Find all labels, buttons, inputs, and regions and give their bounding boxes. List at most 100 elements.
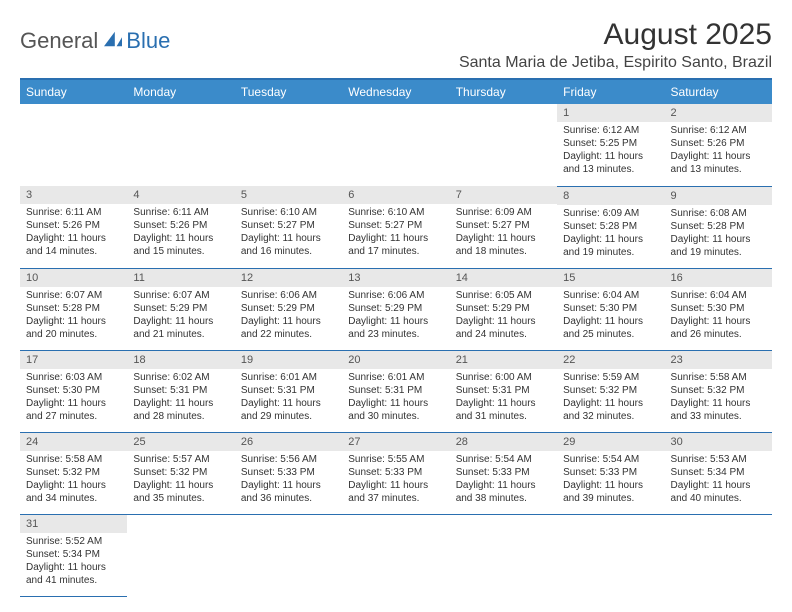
sunrise-text: Sunrise: 5:54 AM: [563, 453, 658, 466]
day-number: 11: [127, 269, 234, 287]
weekday-header: Friday: [557, 80, 664, 104]
calendar-cell: [342, 104, 449, 186]
daylight-text: Daylight: 11 hours and 41 minutes.: [26, 561, 121, 587]
calendar-cell: [127, 104, 234, 186]
day-number: 3: [20, 186, 127, 204]
daylight-text: Daylight: 11 hours and 34 minutes.: [26, 479, 121, 505]
daylight-text: Daylight: 11 hours and 23 minutes.: [348, 315, 443, 341]
day-number: 20: [342, 351, 449, 369]
month-title: August 2025: [459, 18, 772, 52]
day-body: Sunrise: 5:54 AMSunset: 5:33 PMDaylight:…: [450, 451, 557, 509]
sunrise-text: Sunrise: 6:12 AM: [671, 124, 766, 137]
day-number: 14: [450, 269, 557, 287]
day-body: Sunrise: 5:52 AMSunset: 5:34 PMDaylight:…: [20, 533, 127, 591]
weekday-header: Monday: [127, 80, 234, 104]
sunset-text: Sunset: 5:29 PM: [456, 302, 551, 315]
day-body: Sunrise: 6:04 AMSunset: 5:30 PMDaylight:…: [665, 287, 772, 345]
logo: General Blue: [20, 28, 170, 54]
day-number: 25: [127, 433, 234, 451]
calendar-cell: [20, 104, 127, 186]
daylight-text: Daylight: 11 hours and 29 minutes.: [241, 397, 336, 423]
sunrise-text: Sunrise: 5:52 AM: [26, 535, 121, 548]
sunset-text: Sunset: 5:32 PM: [26, 466, 121, 479]
day-number: 6: [342, 186, 449, 204]
calendar-cell: [342, 514, 449, 596]
sunrise-text: Sunrise: 5:53 AM: [671, 453, 766, 466]
sunrise-text: Sunrise: 6:08 AM: [671, 207, 766, 220]
sunset-text: Sunset: 5:31 PM: [456, 384, 551, 397]
sunset-text: Sunset: 5:26 PM: [26, 219, 121, 232]
day-number: 18: [127, 351, 234, 369]
day-body: Sunrise: 6:01 AMSunset: 5:31 PMDaylight:…: [235, 369, 342, 427]
sunset-text: Sunset: 5:33 PM: [563, 466, 658, 479]
day-body: Sunrise: 5:53 AMSunset: 5:34 PMDaylight:…: [665, 451, 772, 509]
daylight-text: Daylight: 11 hours and 32 minutes.: [563, 397, 658, 423]
day-number: 9: [665, 187, 772, 205]
sunset-text: Sunset: 5:29 PM: [348, 302, 443, 315]
sunrise-text: Sunrise: 6:02 AM: [133, 371, 228, 384]
sunset-text: Sunset: 5:31 PM: [133, 384, 228, 397]
sunset-text: Sunset: 5:29 PM: [133, 302, 228, 315]
day-number: 28: [450, 433, 557, 451]
sunset-text: Sunset: 5:32 PM: [133, 466, 228, 479]
day-body: Sunrise: 6:01 AMSunset: 5:31 PMDaylight:…: [342, 369, 449, 427]
day-body: Sunrise: 6:04 AMSunset: 5:30 PMDaylight:…: [557, 287, 664, 345]
calendar-cell: 6Sunrise: 6:10 AMSunset: 5:27 PMDaylight…: [342, 186, 449, 268]
daylight-text: Daylight: 11 hours and 25 minutes.: [563, 315, 658, 341]
day-number: 1: [557, 104, 664, 122]
sunrise-text: Sunrise: 6:11 AM: [26, 206, 121, 219]
calendar-cell: 29Sunrise: 5:54 AMSunset: 5:33 PMDayligh…: [557, 432, 664, 514]
day-number: 10: [20, 269, 127, 287]
calendar-cell: 9Sunrise: 6:08 AMSunset: 5:28 PMDaylight…: [665, 186, 772, 268]
day-number: 31: [20, 515, 127, 533]
sunrise-text: Sunrise: 6:06 AM: [348, 289, 443, 302]
calendar-cell: 5Sunrise: 6:10 AMSunset: 5:27 PMDaylight…: [235, 186, 342, 268]
daylight-text: Daylight: 11 hours and 19 minutes.: [563, 233, 658, 259]
calendar-cell: 19Sunrise: 6:01 AMSunset: 5:31 PMDayligh…: [235, 350, 342, 432]
sunrise-text: Sunrise: 6:01 AM: [241, 371, 336, 384]
calendar-cell: 26Sunrise: 5:56 AMSunset: 5:33 PMDayligh…: [235, 432, 342, 514]
day-number: 23: [665, 351, 772, 369]
sunset-text: Sunset: 5:28 PM: [26, 302, 121, 315]
calendar-cell: [235, 514, 342, 596]
day-number: 12: [235, 269, 342, 287]
day-body: Sunrise: 6:03 AMSunset: 5:30 PMDaylight:…: [20, 369, 127, 427]
logo-text-blue: Blue: [126, 28, 170, 54]
calendar-cell: 13Sunrise: 6:06 AMSunset: 5:29 PMDayligh…: [342, 268, 449, 350]
sunset-text: Sunset: 5:34 PM: [671, 466, 766, 479]
calendar-cell: 20Sunrise: 6:01 AMSunset: 5:31 PMDayligh…: [342, 350, 449, 432]
day-body: Sunrise: 6:10 AMSunset: 5:27 PMDaylight:…: [235, 204, 342, 262]
daylight-text: Daylight: 11 hours and 19 minutes.: [671, 233, 766, 259]
daylight-text: Daylight: 11 hours and 28 minutes.: [133, 397, 228, 423]
sunset-text: Sunset: 5:29 PM: [241, 302, 336, 315]
calendar-cell: 23Sunrise: 5:58 AMSunset: 5:32 PMDayligh…: [665, 350, 772, 432]
sunrise-text: Sunrise: 5:56 AM: [241, 453, 336, 466]
sunset-text: Sunset: 5:26 PM: [133, 219, 228, 232]
sunrise-text: Sunrise: 6:10 AM: [348, 206, 443, 219]
daylight-text: Daylight: 11 hours and 18 minutes.: [456, 232, 551, 258]
day-number: 17: [20, 351, 127, 369]
day-body: Sunrise: 5:59 AMSunset: 5:32 PMDaylight:…: [557, 369, 664, 427]
day-number: 2: [665, 104, 772, 122]
day-number: 19: [235, 351, 342, 369]
sunrise-text: Sunrise: 5:54 AM: [456, 453, 551, 466]
weekday-header: Thursday: [450, 80, 557, 104]
calendar-cell: 16Sunrise: 6:04 AMSunset: 5:30 PMDayligh…: [665, 268, 772, 350]
daylight-text: Daylight: 11 hours and 38 minutes.: [456, 479, 551, 505]
sunset-text: Sunset: 5:30 PM: [563, 302, 658, 315]
calendar-cell: 17Sunrise: 6:03 AMSunset: 5:30 PMDayligh…: [20, 350, 127, 432]
day-number: 16: [665, 269, 772, 287]
sail-icon: [102, 30, 124, 48]
sunset-text: Sunset: 5:34 PM: [26, 548, 121, 561]
day-body: Sunrise: 6:10 AMSunset: 5:27 PMDaylight:…: [342, 204, 449, 262]
sunrise-text: Sunrise: 6:01 AM: [348, 371, 443, 384]
day-body: Sunrise: 6:07 AMSunset: 5:29 PMDaylight:…: [127, 287, 234, 345]
calendar-cell: [235, 104, 342, 186]
daylight-text: Daylight: 11 hours and 21 minutes.: [133, 315, 228, 341]
day-number: 30: [665, 433, 772, 451]
daylight-text: Daylight: 11 hours and 13 minutes.: [671, 150, 766, 176]
calendar-cell: 31Sunrise: 5:52 AMSunset: 5:34 PMDayligh…: [20, 514, 127, 596]
day-body: Sunrise: 5:58 AMSunset: 5:32 PMDaylight:…: [20, 451, 127, 509]
sunset-text: Sunset: 5:27 PM: [456, 219, 551, 232]
daylight-text: Daylight: 11 hours and 16 minutes.: [241, 232, 336, 258]
